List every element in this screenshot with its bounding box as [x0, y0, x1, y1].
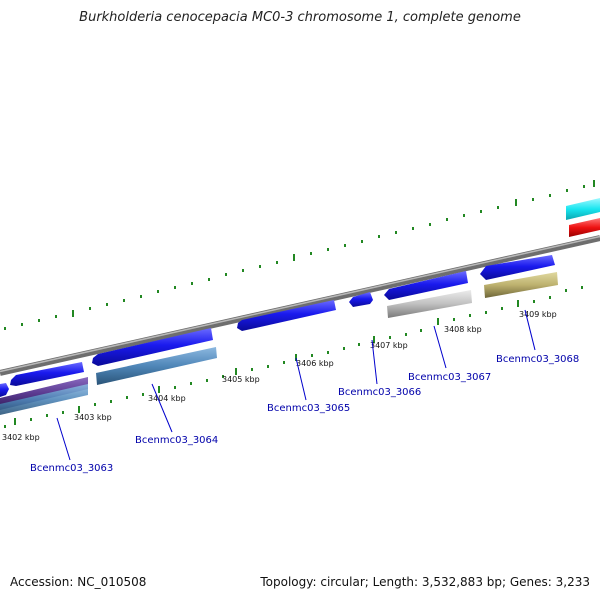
- gene-arrow-left-edge[interactable]: [0, 383, 9, 397]
- kbp-label: 3403 kbp: [74, 413, 112, 422]
- gene-label-leaders: [56, 309, 536, 461]
- kbp-label: 3404 kbp: [148, 394, 186, 403]
- lower-tick-ruler: [4, 286, 583, 428]
- kbp-label: 3409 kbp: [519, 310, 557, 319]
- kbp-label: 3407 kbp: [370, 341, 408, 350]
- gene-arrow-3067[interactable]: [384, 271, 468, 300]
- gene-label-3064[interactable]: Bcenmc03_3064: [135, 435, 218, 446]
- upper-tick-ruler: [4, 180, 595, 330]
- kbp-label: 3402 kbp: [2, 433, 40, 442]
- feature-grey[interactable]: [387, 290, 472, 318]
- feature-steelblue-left[interactable]: [0, 384, 88, 415]
- gene-red[interactable]: [569, 218, 600, 237]
- feature-khaki[interactable]: [484, 272, 558, 298]
- gene-cyan[interactable]: [566, 198, 600, 220]
- gene-label-3068[interactable]: Bcenmc03_3068: [496, 354, 579, 365]
- feature-steelblue[interactable]: [96, 347, 217, 385]
- gene-label-3063[interactable]: Bcenmc03_3063: [30, 463, 113, 474]
- gene-arrow-3066[interactable]: [349, 292, 373, 307]
- gene-label-3067[interactable]: Bcenmc03_3067: [408, 372, 491, 383]
- gene-label-3065[interactable]: Bcenmc03_3065: [267, 403, 350, 414]
- gene-arrow-3063[interactable]: [10, 362, 84, 386]
- gene-arrow-3065[interactable]: [237, 300, 336, 331]
- genome-summary-text: Topology: circular; Length: 3,532,883 bp…: [260, 575, 590, 589]
- gene-arrow-3068[interactable]: [480, 255, 555, 280]
- gene-label-3066[interactable]: Bcenmc03_3066: [338, 387, 421, 398]
- map-title: Burkholderia cenocepacia MC0-3 chromosom…: [79, 10, 521, 25]
- kbp-label: 3405 kbp: [222, 375, 260, 384]
- accession-text: Accession: NC_010508: [10, 575, 147, 589]
- kbp-label: 3408 kbp: [444, 325, 482, 334]
- backbone: [0, 235, 600, 376]
- gene-arrow-3064[interactable]: [92, 328, 213, 366]
- kbp-label: 3406 kbp: [296, 359, 334, 368]
- backbone-highlight: [0, 235, 600, 373]
